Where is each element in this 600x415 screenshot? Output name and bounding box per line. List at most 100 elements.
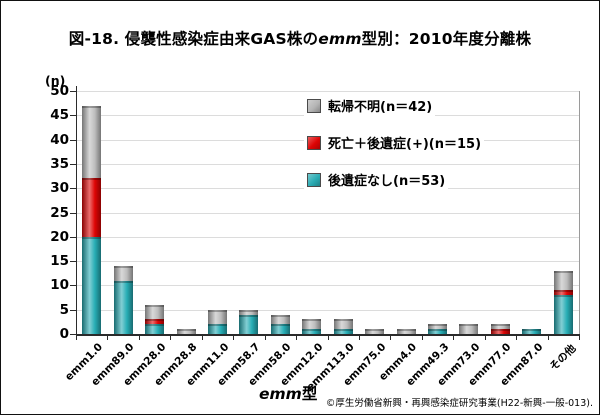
legend-swatch-icon	[307, 172, 321, 187]
legend-item: 死亡＋後遺症(+)(n＝15)	[304, 132, 485, 153]
bar-segment	[82, 105, 102, 179]
bar-segment	[270, 324, 290, 334]
chart-title-emm-italic: emm	[318, 30, 362, 48]
y-axis-tick-label: 25	[50, 204, 69, 221]
x-axis-tick	[107, 334, 109, 340]
bar-segment	[176, 329, 196, 334]
y-axis-tick	[70, 261, 76, 263]
bar-segment	[365, 329, 385, 334]
bar-segment	[145, 304, 165, 320]
gridline	[77, 285, 579, 287]
bar-segment	[553, 295, 573, 334]
x-axis-line	[76, 334, 580, 336]
y-axis-tick	[70, 334, 76, 335]
y-axis-tick-label: 45	[50, 107, 69, 124]
y-axis-tick-label: 35	[50, 155, 69, 172]
x-axis-tick	[138, 334, 140, 340]
y-axis-tick-label: 30	[50, 180, 69, 197]
bar-segment	[239, 314, 259, 334]
x-axis-tick	[233, 334, 235, 340]
gridline	[77, 91, 579, 92]
bar-segment	[333, 329, 353, 334]
x-axis-title-emm-italic: emm	[259, 385, 302, 403]
legend-swatch-icon	[307, 98, 321, 113]
x-axis-title-suffix: 型	[301, 385, 318, 403]
y-axis-tick	[70, 91, 76, 92]
gridline	[77, 163, 579, 165]
bar-segment	[553, 270, 573, 291]
bar-segment	[82, 236, 102, 334]
bar-segment	[302, 319, 322, 330]
x-axis-tick	[264, 334, 266, 340]
y-axis-tick-label: 5	[59, 301, 69, 318]
bar-segment	[428, 329, 448, 334]
legend-label: 転帰不明(n＝42)	[328, 100, 433, 115]
x-axis-tick	[421, 334, 423, 340]
x-axis-tick	[484, 334, 486, 340]
x-axis-category-label: その他	[547, 342, 579, 374]
y-axis-tick-label: 20	[50, 228, 69, 245]
gridline	[77, 309, 579, 311]
x-axis-tick	[358, 334, 360, 340]
legend-swatch-icon	[307, 135, 321, 150]
y-axis-tick-label: 50	[50, 83, 69, 99]
y-axis-tick	[70, 163, 76, 165]
bar-segment	[113, 265, 133, 281]
bar-segment	[553, 290, 573, 296]
x-axis-tick	[453, 334, 455, 340]
gridline	[77, 261, 579, 263]
bar-segment	[333, 319, 353, 330]
bar-segment	[145, 324, 165, 334]
legend-item: 後遺症なし(n＝53)	[304, 169, 449, 190]
bar-segment	[490, 329, 510, 334]
x-axis-tick	[327, 334, 329, 340]
bar-segment	[302, 329, 322, 334]
y-axis-tick	[70, 309, 76, 311]
bar-segment	[207, 324, 227, 334]
y-axis-line	[76, 86, 77, 334]
bar-segment	[270, 314, 290, 325]
y-axis-unit-label: (n)	[45, 73, 66, 88]
bar-segment	[82, 178, 102, 237]
x-axis-tick	[296, 334, 298, 340]
bar-segment	[207, 309, 227, 325]
y-axis-tick-label: 40	[50, 131, 69, 148]
x-axis-tick	[201, 334, 203, 340]
y-axis-tick	[70, 115, 76, 117]
x-axis-tick	[390, 334, 392, 340]
chart-title-prefix: 図-18. 侵襲性感染症由来GAS株の	[68, 30, 319, 48]
x-axis-tick	[170, 334, 172, 340]
y-axis-tick	[70, 188, 76, 190]
y-axis-tick	[70, 212, 76, 214]
x-axis-title: emm型	[259, 382, 317, 404]
y-axis-tick	[70, 139, 76, 141]
legend-label: 後遺症なし(n＝53)	[328, 174, 446, 189]
x-axis-tick	[579, 334, 580, 340]
bar-segment	[490, 324, 510, 330]
credit-text: ©厚生労働省新興・再興感染症研究事業(H22-新興-一般-013).	[325, 398, 593, 409]
plot-right-border	[579, 91, 580, 334]
legend-item: 転帰不明(n＝42)	[304, 95, 436, 116]
x-axis-tick	[516, 334, 518, 340]
chart-title-suffix: 型別：2010年度分離株	[361, 30, 532, 48]
bar-segment	[113, 280, 133, 334]
y-axis-tick	[70, 285, 76, 287]
x-axis-tick	[76, 334, 77, 340]
chart-title: 図-18. 侵襲性感染症由来GAS株のemm型別：2010年度分離株	[1, 27, 599, 49]
y-axis-tick	[70, 236, 76, 238]
y-axis-tick-label: 15	[50, 253, 69, 270]
bar-segment	[145, 319, 165, 325]
bar-segment	[459, 324, 479, 334]
gridline	[77, 212, 579, 214]
bar-segment	[239, 309, 259, 315]
y-axis-tick-label: 0	[59, 326, 69, 342]
x-axis-tick	[547, 334, 549, 340]
bar-segment	[396, 329, 416, 334]
legend: 転帰不明(n＝42) 死亡＋後遺症(+)(n＝15) 後遺症なし(n＝53)	[304, 95, 485, 206]
bar-segment	[522, 329, 542, 334]
legend-label: 死亡＋後遺症(+)(n＝15)	[328, 137, 482, 152]
bar-segment	[428, 324, 448, 330]
gridline	[77, 236, 579, 238]
